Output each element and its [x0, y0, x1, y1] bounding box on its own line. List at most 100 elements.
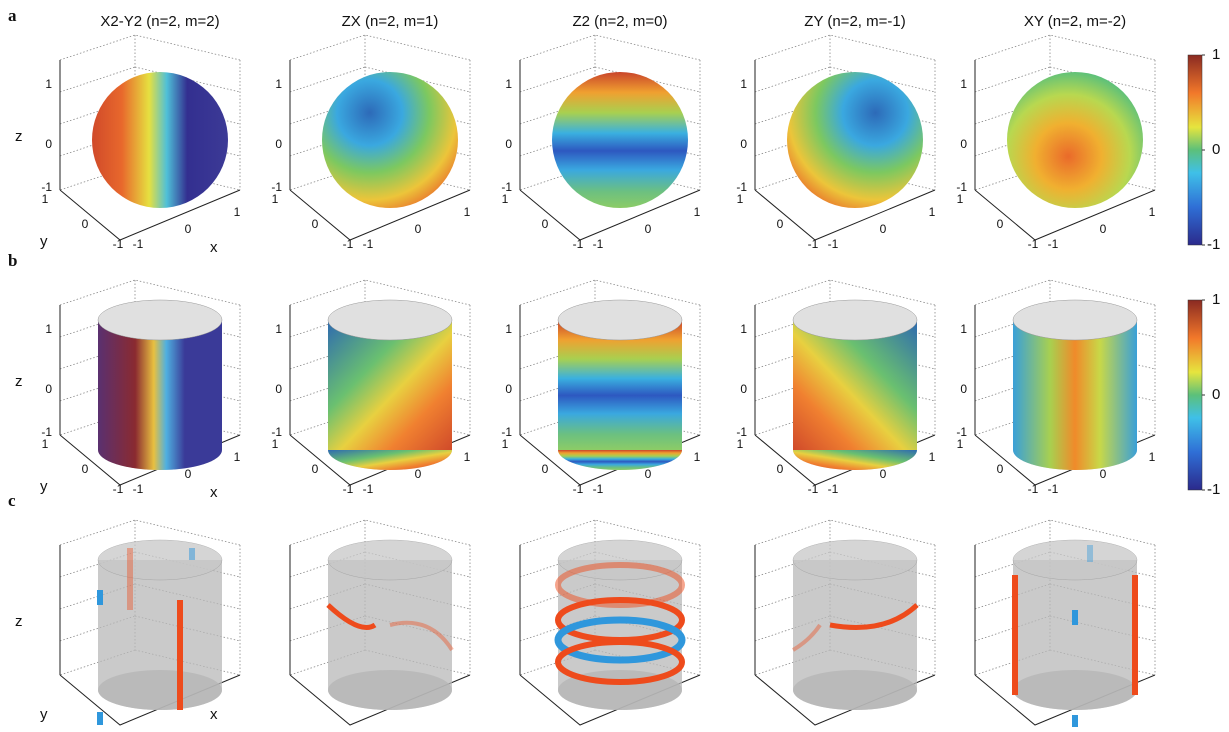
cylinder-rim: [98, 450, 222, 470]
column-title: ZX (n=2, m=1): [342, 13, 439, 30]
x-tick-label: 0: [415, 222, 422, 236]
z-tick-label: 1: [740, 77, 747, 91]
y-tick-label: 1: [42, 192, 49, 206]
cylinder-top: [328, 300, 452, 340]
y-tick-label: 1: [502, 192, 509, 206]
x-axis-label: x: [210, 239, 218, 256]
sphere: [92, 72, 228, 208]
z-axis-label: z: [15, 613, 23, 630]
y-tick-label: -1: [113, 237, 124, 251]
x-tick-label: 1: [1149, 450, 1156, 464]
colorbar-tick-label: 0: [1212, 141, 1220, 158]
z-tick-label: 1: [45, 322, 52, 336]
z-tick-label: 0: [960, 137, 967, 151]
z-tick-label: 0: [275, 137, 282, 151]
y-tick-label: -1: [573, 237, 584, 251]
z-tick-label: 1: [960, 322, 967, 336]
z-tick-label: 0: [505, 137, 512, 151]
x-tick-label: 0: [415, 467, 422, 481]
x-tick-label: -1: [1048, 237, 1059, 251]
z-tick-label: 0: [960, 382, 967, 396]
column-title: ZY (n=2, m=-1): [804, 13, 905, 30]
x-tick-label: -1: [593, 237, 604, 251]
y-tick-label: 0: [542, 217, 549, 231]
x-tick-label: 1: [234, 205, 241, 219]
cylinder-top: [793, 540, 917, 580]
y-tick-label: -1: [573, 482, 584, 496]
z-tick-label: 1: [505, 322, 512, 336]
y-tick-label: 0: [312, 462, 319, 476]
z-tick-label: 0: [45, 382, 52, 396]
panel-label: a: [8, 6, 17, 25]
x-tick-label: 1: [464, 450, 471, 464]
x-tick-label: 0: [1100, 467, 1107, 481]
y-tick-label: -1: [808, 237, 819, 251]
z-tick-label: 1: [740, 322, 747, 336]
x-tick-label: 0: [880, 222, 887, 236]
sphere: [1007, 72, 1143, 208]
y-axis-label: y: [40, 706, 48, 723]
y-tick-label: 0: [997, 217, 1004, 231]
x-tick-label: 1: [464, 205, 471, 219]
x-tick-label: 0: [185, 222, 192, 236]
x-tick-label: 1: [694, 450, 701, 464]
panel-label: c: [8, 491, 16, 510]
cylinder-rim: [1013, 450, 1137, 470]
cylinder-top: [558, 540, 682, 580]
x-tick-label: -1: [363, 237, 374, 251]
x-tick-label: 0: [185, 467, 192, 481]
y-tick-label: -1: [1028, 482, 1039, 496]
sphere: [322, 72, 458, 208]
colorbar-tick-label: -1: [1207, 481, 1220, 498]
cylinder-rim: [1013, 690, 1137, 710]
panel-label: b: [8, 251, 17, 270]
z-axis-label: z: [15, 373, 23, 390]
cylinder-rim: [558, 450, 682, 470]
cylinder-rim: [328, 450, 452, 470]
y-tick-label: 1: [272, 437, 279, 451]
cylinder-top: [793, 300, 917, 340]
x-tick-label: 1: [694, 205, 701, 219]
z-tick-label: 0: [740, 382, 747, 396]
z-tick-label: 1: [960, 77, 967, 91]
x-axis-label: x: [210, 706, 218, 723]
x-tick-label: 1: [234, 450, 241, 464]
y-tick-label: -1: [1028, 237, 1039, 251]
y-tick-label: 0: [82, 217, 89, 231]
colorbar-tick-label: 1: [1212, 291, 1220, 308]
cylinder-top: [328, 540, 452, 580]
y-tick-label: 1: [502, 437, 509, 451]
column-title: XY (n=2, m=-2): [1024, 13, 1126, 30]
x-tick-label: 1: [1149, 205, 1156, 219]
x-tick-label: 1: [929, 205, 936, 219]
cylinder-top: [98, 540, 222, 580]
y-tick-label: 0: [542, 462, 549, 476]
colorbar: [1188, 55, 1202, 245]
cylinder-top: [1013, 300, 1137, 340]
sphere: [787, 72, 923, 208]
x-tick-label: 0: [645, 222, 652, 236]
figure: a b c X2-Y2 (n=2, m=2) ZX (n=2, m=1) Z2 (n=2,…: [0, 0, 1229, 727]
cylinder-rim: [558, 690, 682, 710]
z-tick-label: 0: [740, 137, 747, 151]
y-tick-label: 1: [957, 192, 964, 206]
x-tick-label: -1: [363, 482, 374, 496]
x-tick-label: 0: [1100, 222, 1107, 236]
z-tick-label: 1: [275, 322, 282, 336]
z-tick-label: 1: [275, 77, 282, 91]
cylinder-top: [1013, 540, 1137, 580]
y-tick-label: 1: [737, 437, 744, 451]
cylinder-rim: [793, 450, 917, 470]
column-title: X2-Y2 (n=2, m=2): [100, 13, 219, 30]
cylinder-rim: [98, 690, 222, 710]
z-tick-label: 0: [275, 382, 282, 396]
sphere: [552, 72, 688, 208]
y-tick-label: -1: [808, 482, 819, 496]
z-tick-label: 0: [505, 382, 512, 396]
x-tick-label: -1: [828, 482, 839, 496]
column-title: Z2 (n=2, m=0): [572, 13, 667, 30]
z-tick-label: 0: [45, 137, 52, 151]
x-tick-label: -1: [133, 237, 144, 251]
x-axis-label: x: [210, 484, 218, 501]
x-tick-label: -1: [828, 237, 839, 251]
